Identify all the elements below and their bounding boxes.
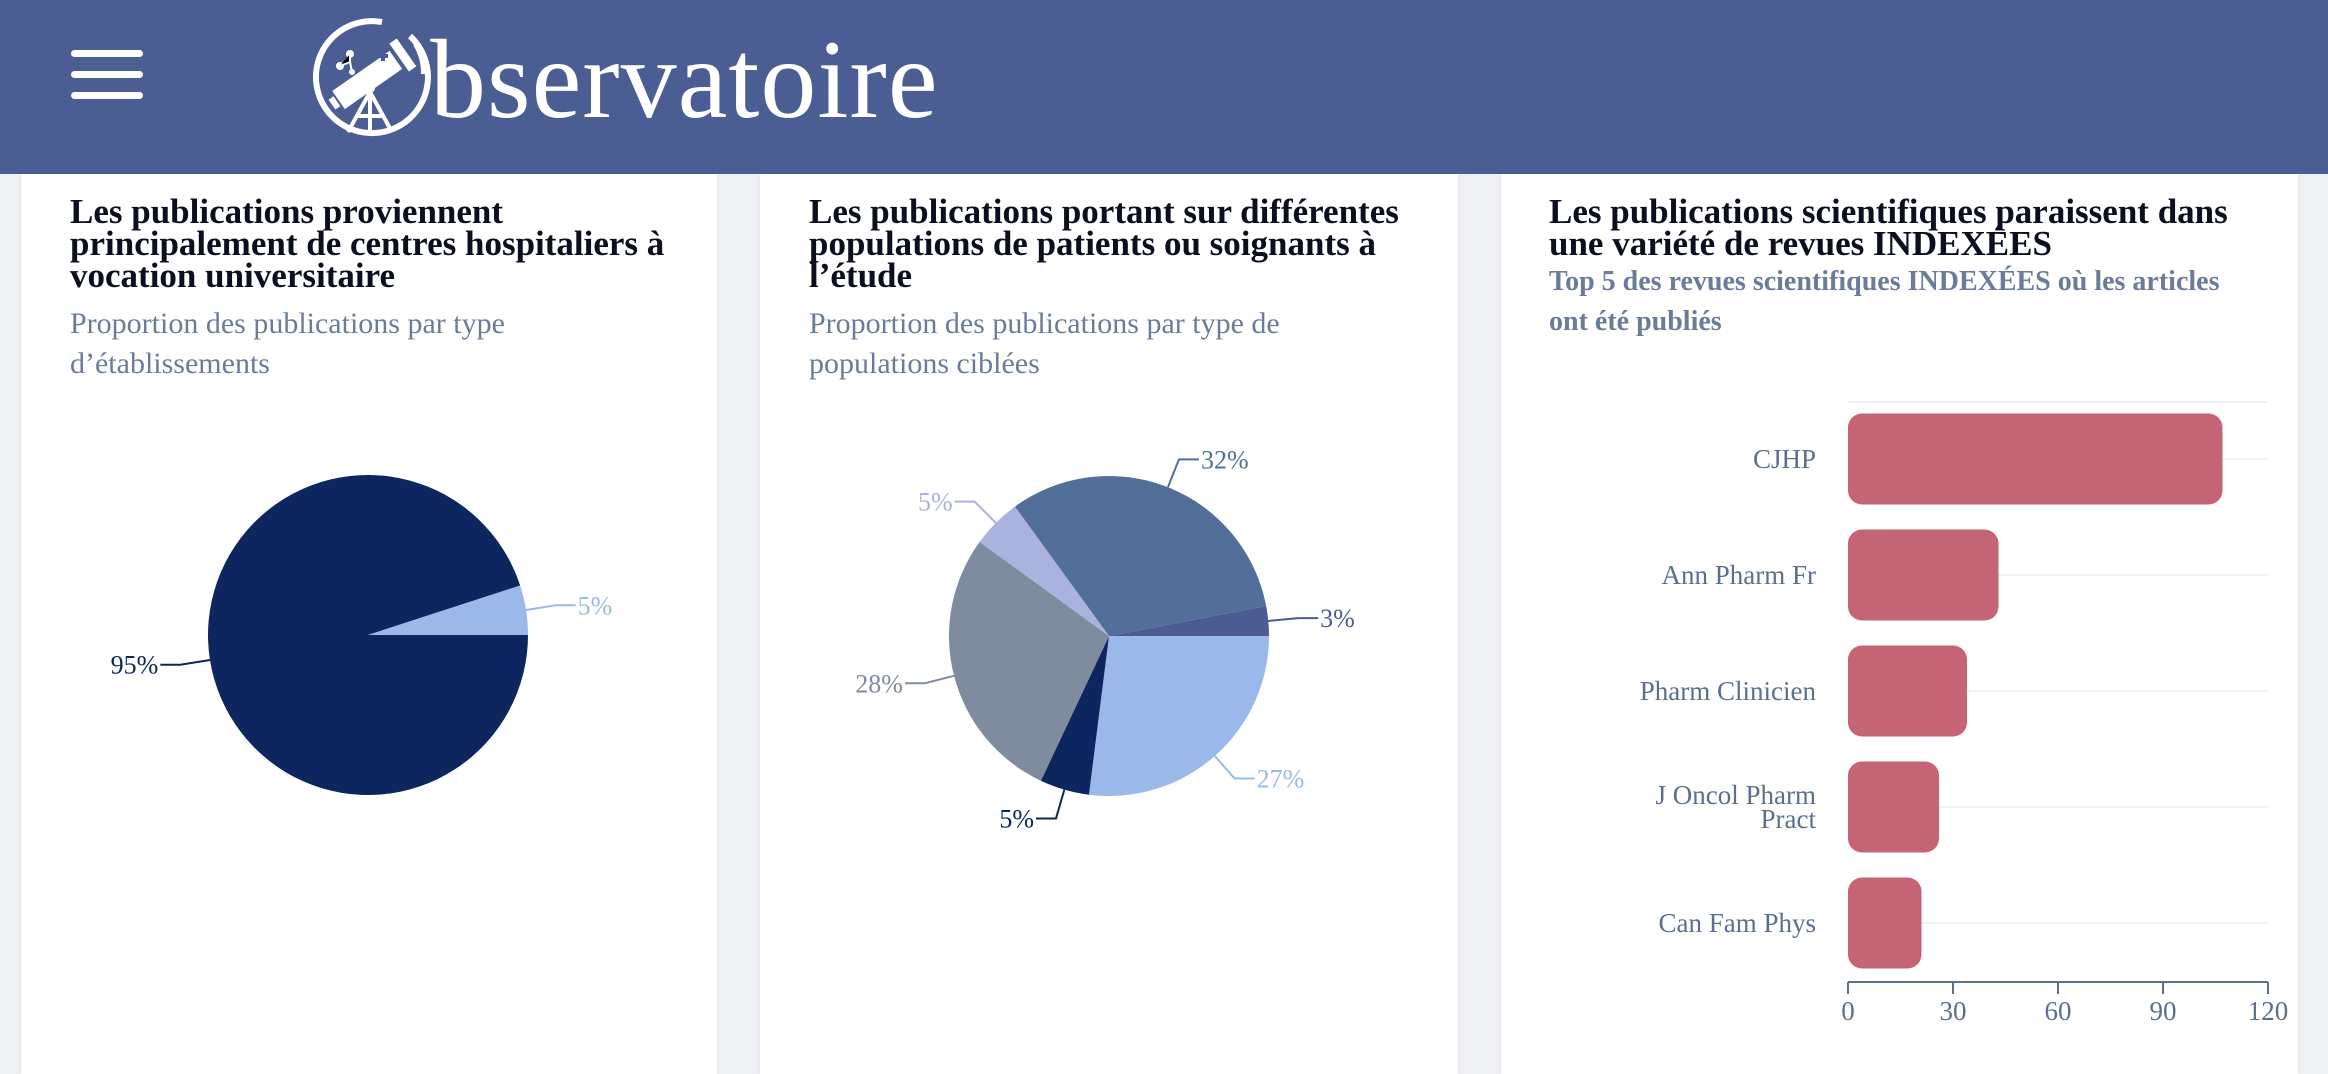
hamburger-icon[interactable]: [71, 50, 143, 102]
y-tick-label: Pharm Clinicien: [1640, 676, 1817, 706]
pie-leader-line: [954, 500, 997, 524]
pie-data-label: 32%: [1201, 445, 1249, 474]
y-tick-label-line: J Oncol Pharm: [1656, 780, 1816, 810]
card-subtitle: Top 5 des revues scientifiques INDEXÉES …: [1549, 266, 2220, 337]
pie-leader-line: [525, 604, 576, 611]
card-subtitle: Proportion des publications par type d’é…: [70, 307, 505, 380]
pie-leader-line: [1035, 789, 1066, 820]
bar: [1848, 413, 2223, 505]
card-title: Les publications proviennent principalem…: [70, 192, 665, 295]
brand-name: bservatoire: [430, 18, 939, 142]
y-tick-label-line: Ann Pharm Fr: [1662, 560, 1817, 590]
pie-data-label: 5%: [999, 804, 1034, 833]
x-tick-label: 60: [2045, 996, 2072, 1026]
x-tick-label: 90: [2150, 996, 2177, 1026]
charts-layer: 95% 5% 27% 5% 28% 5% 32% 3% CJHP Ann Pharm Fr Phar…: [111, 401, 2289, 1026]
telescope-icon: [312, 18, 431, 137]
y-tick-label-line: Can Fam Phys: [1658, 908, 1816, 938]
x-tick-label: 0: [1841, 996, 1855, 1026]
pie-leader-line: [1166, 458, 1199, 488]
bar: [1848, 877, 1922, 969]
pie-leader-line: [1214, 755, 1255, 780]
pie-data-label: 27%: [1257, 765, 1305, 794]
pie-leader-line: [160, 659, 211, 666]
y-tick-label: J Oncol Pharm Pract: [1656, 780, 1817, 834]
y-tick-label: Ann Pharm Fr: [1662, 560, 1817, 590]
pie-data-label: 95%: [111, 651, 159, 680]
y-tick-label-line: Pharm Clinicien: [1640, 676, 1817, 706]
x-tick-label: 120: [2248, 996, 2289, 1026]
pie-slice: [368, 585, 528, 635]
bar: [1848, 645, 1967, 737]
pie-slice: [1109, 606, 1269, 636]
pie-slice: [208, 474, 528, 795]
pie-data-label: 5%: [578, 591, 613, 620]
bar: [1848, 529, 1999, 621]
app-header: bservatoire: [0, 0, 2328, 174]
pie-slice: [1040, 636, 1109, 795]
pie-data-label: 5%: [918, 488, 953, 517]
pie-slice: [979, 506, 1109, 636]
pie-data-label: 3%: [1320, 604, 1355, 633]
card-title: Les publications scientifiques paraissen…: [1549, 192, 2228, 263]
pie-slice: [1088, 636, 1269, 796]
card-subtitle: Proportion des publications par type de …: [809, 307, 1280, 380]
pie-slice: [1014, 476, 1267, 636]
y-tick-label: CJHP: [1753, 444, 1816, 474]
pie-leader-line: [1268, 617, 1319, 622]
pie-slice: [948, 541, 1109, 781]
y-tick-label: Can Fam Phys: [1658, 908, 1816, 938]
bar: [1848, 761, 1939, 853]
y-tick-label-line: Pract: [1761, 804, 1817, 834]
y-tick-label-line: CJHP: [1753, 444, 1816, 474]
card-title: Les publications portant sur différentes…: [809, 192, 1399, 295]
pie-data-label: 28%: [855, 669, 903, 698]
pie-leader-line: [904, 674, 955, 685]
x-tick-label: 30: [1940, 996, 1967, 1026]
